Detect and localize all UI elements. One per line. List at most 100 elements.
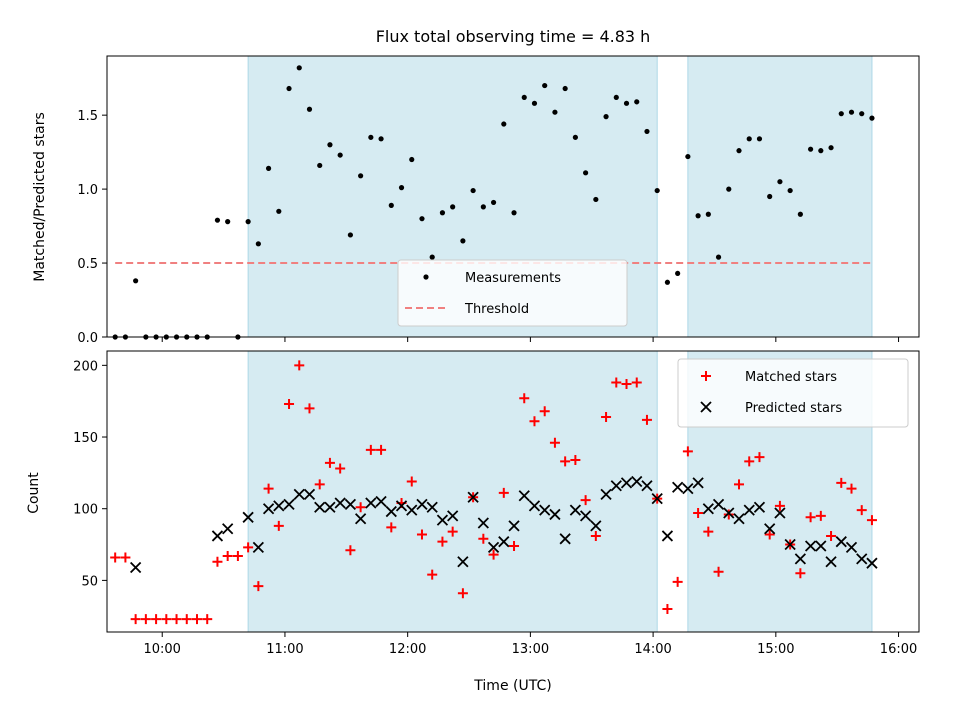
- matched-stars-point-71: [826, 530, 837, 541]
- predicted-stars-point-31: [518, 490, 530, 502]
- y-tick-label-200: 200: [73, 359, 98, 374]
- measurements-point-40: [511, 210, 517, 216]
- matched-stars-point-46: [570, 454, 581, 465]
- matched-stars-point-72: [836, 477, 847, 488]
- measurements-point-73: [848, 109, 855, 115]
- y-tick-label-50: 50: [81, 574, 98, 589]
- matched-stars-point-13: [232, 551, 243, 562]
- predicted-stars-point-7: [273, 500, 285, 512]
- y-tick-label-0.0: 0.0: [77, 331, 98, 346]
- matched-stars-point-44: [549, 437, 560, 448]
- matched-stars-point-23: [335, 463, 346, 474]
- measurements-point-41: [521, 94, 527, 101]
- measurements-point-34: [450, 204, 456, 210]
- predicted-stars-point-65: [866, 557, 878, 569]
- measurements-point-26: [368, 134, 374, 140]
- matched-stars-point-32: [427, 569, 438, 580]
- measurements-point-33: [439, 210, 446, 216]
- matched-stars-point-42: [529, 416, 540, 427]
- predicted-stars-point-23: [436, 514, 449, 526]
- x-tick-label-13:00: 13:00: [512, 642, 549, 657]
- measurements-point-48: [593, 196, 599, 203]
- measurements-point-39: [501, 121, 507, 127]
- matched-stars-point-47: [580, 495, 591, 506]
- predicted-stars-point-61: [825, 556, 837, 568]
- matched-stars-point-59: [703, 526, 714, 537]
- predicted-stars-point-25: [457, 556, 469, 568]
- matched-stars-point-45: [560, 456, 571, 467]
- predicted-stars-point-8: [283, 498, 295, 511]
- matched-stars-point-25: [355, 502, 366, 513]
- measurements-point-27: [378, 136, 384, 142]
- predicted-stars-point-1: [129, 561, 142, 574]
- x-tick-label-14:00: 14:00: [634, 642, 671, 657]
- predicted-stars-point-12: [324, 501, 336, 513]
- predicted-stars-point-5: [252, 541, 264, 554]
- predicted-stars-point-51: [723, 507, 735, 519]
- matched-stars-point-39: [498, 487, 509, 498]
- observing-interval-2: [687, 55, 873, 338]
- predicted-stars-point-58: [794, 553, 807, 565]
- legend-label-threshold: Threshold: [464, 302, 529, 317]
- matched-stars-point-3: [130, 614, 141, 625]
- x-tick-label-12:00: 12:00: [389, 642, 426, 657]
- predicted-stars-point-47: [682, 482, 694, 495]
- measurements-point-58: [695, 213, 701, 219]
- legend-label-measurements: Measurements: [465, 271, 561, 286]
- matched-stars-point-43: [539, 406, 550, 417]
- predicted-stars-point-63: [845, 541, 858, 554]
- predicted-stars-point-57: [784, 538, 796, 551]
- predicted-stars-point-34: [549, 508, 561, 521]
- matched-stars-point-52: [631, 377, 642, 388]
- matched-stars-point-28: [386, 522, 397, 533]
- measurements-point-66: [777, 179, 783, 185]
- matched-stars-point-12: [222, 551, 233, 562]
- measurements-point-14: [245, 219, 251, 225]
- predicted-stars-point-56: [774, 507, 786, 519]
- legend-marker-matched-stars: [701, 371, 711, 381]
- matched-stars-point-60: [713, 566, 724, 577]
- predicted-stars-point-17: [375, 495, 387, 508]
- predicted-stars-point-4: [242, 511, 254, 523]
- measurements-point-15: [255, 241, 261, 247]
- predicted-stars-point-45: [661, 530, 674, 542]
- measurements-point-63: [746, 136, 752, 142]
- axes-frame: [106, 55, 920, 338]
- matched-stars-point-48: [590, 530, 601, 541]
- bottom-panel-counts: 10:00 11:00 12:00 13:00 14:00 15:00 16:00 50 100…: [73, 350, 920, 657]
- matched-stars-point-15: [253, 581, 264, 592]
- y-tick-label-1.5: 1.5: [77, 109, 98, 124]
- measurements-point-54: [654, 187, 660, 194]
- predicted-stars-point-52: [733, 513, 745, 525]
- predicted-stars-point-35: [559, 533, 571, 545]
- matched-stars-point-68: [795, 568, 806, 579]
- predicted-stars-point-39: [600, 488, 612, 501]
- matched-stars-point-49: [601, 411, 612, 422]
- y-tick-label-0.5: 0.5: [77, 257, 98, 272]
- predicted-stars-point-14: [344, 498, 357, 511]
- predicted-stars-point-6: [262, 503, 275, 515]
- measurements-point-12: [225, 219, 231, 225]
- predicted-stars-point-37: [579, 510, 592, 522]
- matched-stars-point-66: [774, 500, 785, 511]
- matched-stars-point-26: [365, 444, 376, 455]
- predicted-stars-point-10: [303, 488, 316, 501]
- measurements-point-57: [685, 153, 691, 160]
- predicted-stars-point-22: [426, 501, 438, 513]
- measurements-point-28: [388, 202, 394, 208]
- legend-marker-predicted-stars: [700, 401, 712, 413]
- measurements-point-52: [634, 99, 640, 105]
- matched-stars-point-24: [345, 545, 356, 556]
- measurements-point-42: [531, 100, 538, 106]
- matched-stars-point-8: [181, 614, 192, 625]
- legend-marker-measurements: [423, 274, 429, 280]
- measurements-point-18: [286, 85, 292, 92]
- bottom-y-axis-label: Count: [26, 472, 42, 514]
- predicted-stars-point-18: [385, 505, 397, 518]
- observing-interval-1: [247, 350, 658, 633]
- measurements-point-65: [767, 193, 773, 200]
- measurements-point-17: [276, 208, 282, 214]
- matched-stars-point-22: [324, 457, 335, 468]
- predicted-stars-point-36: [569, 504, 582, 516]
- measurements-point-45: [562, 85, 568, 92]
